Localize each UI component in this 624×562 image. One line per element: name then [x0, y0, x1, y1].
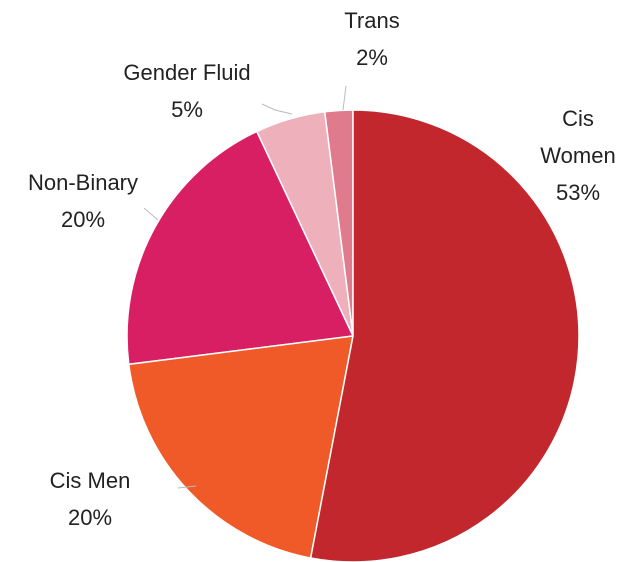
- slice-label: Gender Fluid 5%: [97, 54, 277, 128]
- category: Cis Men: [49, 468, 131, 493]
- category: Cis Women: [540, 106, 616, 168]
- category: Trans: [344, 8, 400, 33]
- pie-slice: [127, 335, 354, 559]
- slice-label: Trans 2%: [332, 2, 412, 76]
- leader-lines: [143, 85, 347, 489]
- category: Gender Fluid: [123, 60, 251, 85]
- slice-label: Cis Women 53%: [538, 100, 618, 211]
- slice-label: Cis Men 20%: [20, 462, 160, 536]
- pie-slice: [309, 109, 580, 562]
- category: Non-Binary: [27, 170, 139, 195]
- value-label: 5%: [171, 97, 203, 122]
- leader-line: [261, 103, 293, 115]
- value-label: 20%: [60, 207, 106, 232]
- leader-line: [143, 207, 159, 221]
- value-label: 53%: [555, 180, 601, 205]
- leader-line: [342, 85, 347, 111]
- value-label: 2%: [356, 45, 388, 70]
- pie-slice: [126, 130, 355, 366]
- slice-label: Non-Binary 20%: [3, 164, 163, 238]
- leader-line: [177, 485, 197, 489]
- value-label: 20%: [67, 505, 113, 530]
